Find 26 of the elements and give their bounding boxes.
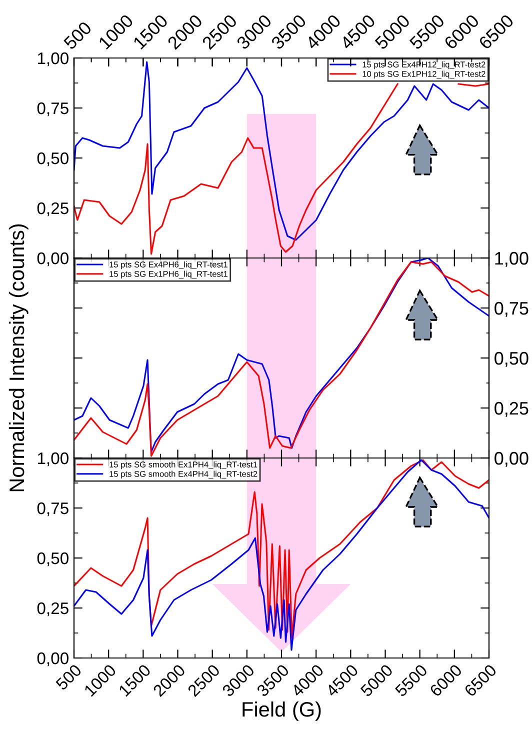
- y-tick-label: 0,25: [37, 602, 68, 616]
- y-tick-label: 0,50: [37, 152, 68, 166]
- text: 0,75: [494, 302, 528, 317]
- y-tick-label: 0,00: [37, 652, 68, 666]
- legend-label: 15 pts SG Ex4PH6_liq_RT-test1: [110, 261, 228, 270]
- y-tick-label: 0,25: [37, 202, 68, 216]
- y-tick-label: 0,75: [37, 502, 68, 516]
- y-axis-title: Normalized Intensity (counts): [8, 224, 28, 492]
- legend-label: 15 pts SG smooth Ex1PH4_liq_RT-test1: [110, 461, 258, 470]
- x2-tick-label: 500: [62, 20, 92, 50]
- line-series: [74, 61, 489, 241]
- y-tick-label: 0,75: [37, 102, 68, 116]
- y-tick-label: 1,00: [38, 52, 68, 66]
- y-tick-label: 0,50: [37, 552, 68, 566]
- text: 0,00: [494, 452, 528, 467]
- legend-label: 15 pts SG smooth Ex4PH4_liq_RT-test2: [110, 470, 258, 479]
- text: 0,25: [494, 402, 528, 417]
- legend-label: 15 pts SG Ex4PH12_liq_RT-test2: [362, 61, 486, 70]
- text: 0,50: [494, 352, 528, 367]
- y-tick-label: 0,00: [37, 252, 68, 266]
- legend-label: 10 pts SG Ex1PH12_liq_RT-test2: [362, 70, 486, 79]
- legend-label: 15 pts SG Ex1PH6_liq_RT-test1: [110, 270, 228, 279]
- text: 1,00: [495, 252, 528, 267]
- x-axis-title: Field (G): [242, 701, 321, 721]
- x-tick-label: 500: [55, 664, 82, 691]
- y-tick-label: 1,00: [38, 452, 68, 466]
